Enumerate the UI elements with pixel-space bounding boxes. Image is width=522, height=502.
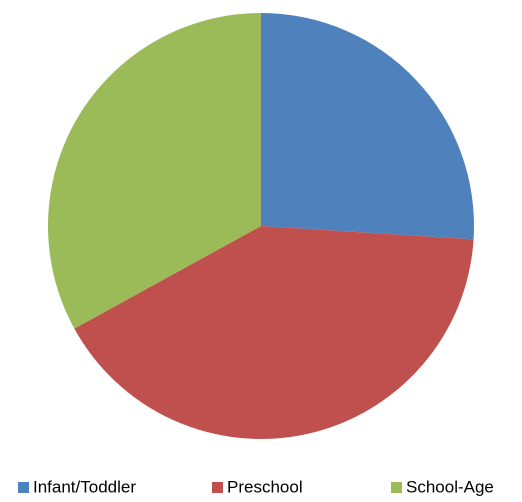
- legend-swatch: [391, 482, 402, 493]
- legend-label: School-Age: [406, 477, 494, 496]
- legend-swatch: [212, 482, 223, 493]
- pie-slice: [261, 13, 474, 240]
- legend-label: Infant/Toddler: [33, 477, 136, 496]
- pie-slice: [48, 13, 261, 329]
- legend-label: Preschool: [227, 477, 303, 496]
- legend-swatch: [18, 482, 29, 493]
- pie-slice: [74, 226, 474, 439]
